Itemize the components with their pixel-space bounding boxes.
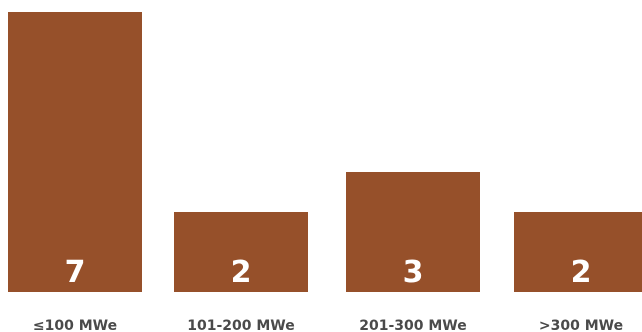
bar-4 bbox=[514, 212, 642, 292]
x-tick-label: ≤100 MWe bbox=[33, 318, 117, 332]
bar-value-label: 7 bbox=[65, 255, 86, 290]
x-tick-label: >300 MWe bbox=[539, 318, 623, 332]
bar-3 bbox=[346, 172, 480, 292]
bar-value-labels: 7 2 3 2 bbox=[65, 255, 592, 290]
x-tick-label: 201-300 MWe bbox=[359, 318, 467, 332]
bar-1 bbox=[8, 12, 142, 292]
category-tick-labels: ≤100 MWe 101-200 MWe 201-300 MWe >300 MWe bbox=[33, 318, 623, 332]
bars bbox=[8, 12, 642, 292]
x-tick-label: 101-200 MWe bbox=[187, 318, 295, 332]
bar-2 bbox=[174, 212, 308, 292]
bar-value-label: 2 bbox=[571, 255, 592, 290]
bar-value-label: 3 bbox=[403, 255, 424, 290]
bar-value-label: 2 bbox=[231, 255, 252, 290]
